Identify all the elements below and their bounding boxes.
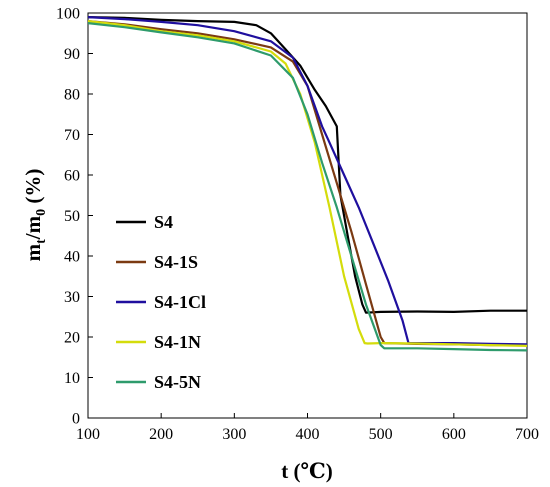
y-tick-label: 90 xyxy=(64,46,80,63)
legend-label-s4-1n: S4-1N xyxy=(154,332,201,352)
y-axis-title-slash-m: /m xyxy=(21,215,45,240)
y-tick-label: 0 xyxy=(72,411,80,428)
y-axis-title-unit: (%) xyxy=(21,169,45,209)
x-tick-label: 500 xyxy=(369,426,393,443)
y-axis-ticks: 0 10 20 30 40 50 60 70 80 90 100 xyxy=(56,6,93,428)
y-tick-label: 50 xyxy=(64,208,80,225)
y-tick-label: 40 xyxy=(64,249,80,266)
legend-label-s4: S4 xyxy=(154,212,173,232)
x-tick-label: 300 xyxy=(222,426,246,443)
y-tick-label: 30 xyxy=(64,289,80,306)
y-tick-label: 70 xyxy=(64,127,80,144)
legend: S4 S4-1S S4-1Cl S4-1N S4-5N xyxy=(116,212,206,392)
x-tick-label: 600 xyxy=(442,426,466,443)
x-axis-ticks: 100 200 300 400 500 600 700 xyxy=(76,413,539,443)
x-tick-label: 200 xyxy=(149,426,173,443)
legend-label-s4-1cl: S4-1Cl xyxy=(154,292,206,312)
y-tick-label: 20 xyxy=(64,330,80,347)
series-layer xyxy=(87,16,528,352)
y-tick-label: 10 xyxy=(64,370,80,387)
y-tick-label: 100 xyxy=(56,6,80,23)
x-axis-title: t (℃) xyxy=(281,459,332,483)
x-tick-label: 400 xyxy=(296,426,320,443)
y-tick-label: 80 xyxy=(64,87,80,104)
x-tick-label: 100 xyxy=(76,426,100,443)
legend-label-s4-1s: S4-1S xyxy=(154,252,198,272)
series-line-s4-5n xyxy=(87,22,528,352)
y-axis-title-sub-0: 0 xyxy=(34,209,49,216)
y-axis-title-sub-t: t xyxy=(34,239,49,244)
series-line-s4-1n xyxy=(87,20,528,347)
y-axis-title-m: m xyxy=(21,243,45,261)
y-axis-title: mt/m0 (%) xyxy=(21,169,49,262)
x-tick-label: 700 xyxy=(515,426,539,443)
legend-label-s4-5n: S4-5N xyxy=(154,372,201,392)
y-tick-label: 60 xyxy=(64,168,80,185)
